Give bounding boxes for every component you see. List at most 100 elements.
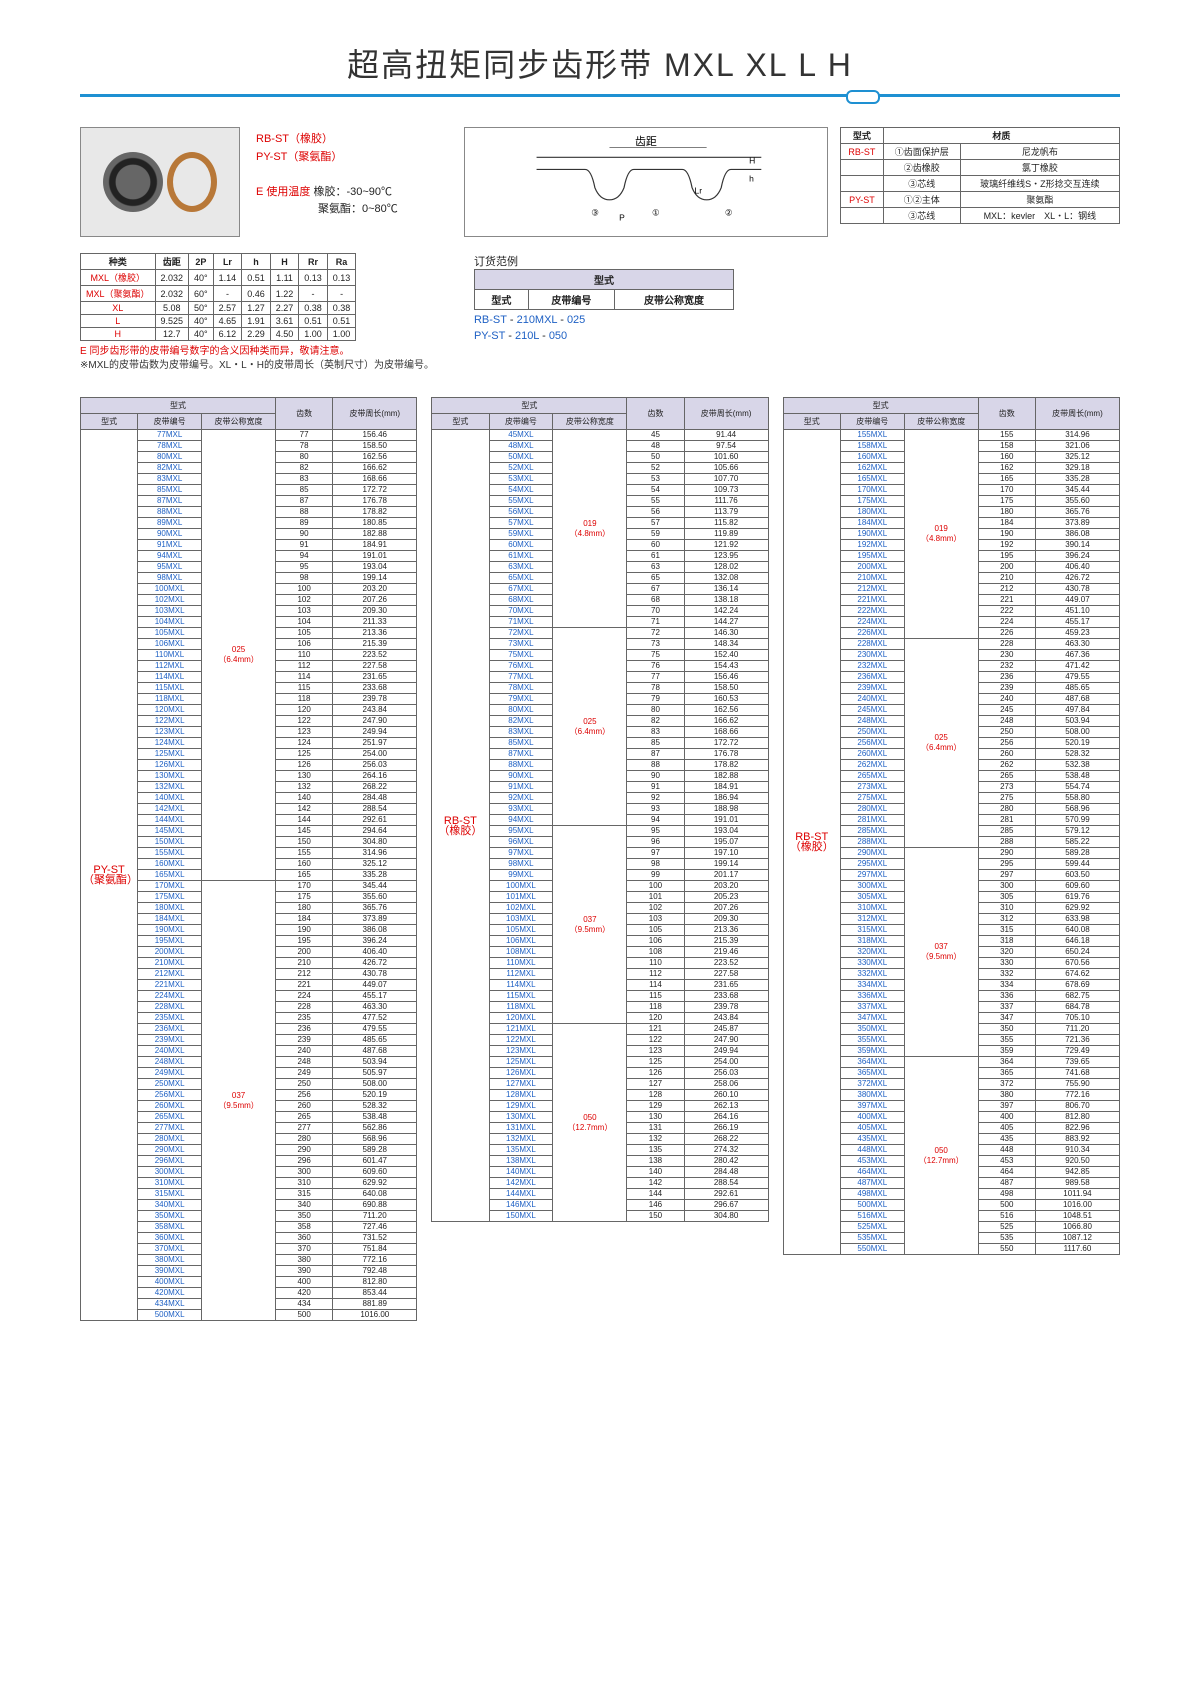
belt-code: 50MXL bbox=[489, 452, 553, 463]
belt-length: 822.96 bbox=[1035, 1123, 1119, 1134]
tooth-count: 85 bbox=[627, 738, 684, 749]
belt-length: 503.94 bbox=[333, 1057, 417, 1068]
tooth-count: 245 bbox=[978, 705, 1035, 716]
belt-length: 176.78 bbox=[333, 496, 417, 507]
belt-length: 182.88 bbox=[333, 529, 417, 540]
tooth-count: 54 bbox=[627, 485, 684, 496]
tooth-count: 212 bbox=[978, 584, 1035, 595]
belt-length: 670.56 bbox=[1035, 958, 1119, 969]
belt-code: 123MXL bbox=[138, 727, 202, 738]
tooth-count: 115 bbox=[627, 991, 684, 1002]
belt-code: 359MXL bbox=[840, 1046, 904, 1057]
tooth-count: 162 bbox=[978, 463, 1035, 474]
tooth-count: 250 bbox=[276, 1079, 333, 1090]
mid-row: 种类齿距2PLrhHRrRa MXL（橡胶）2.03240°1.140.511.… bbox=[80, 253, 1120, 373]
belt-length: 629.92 bbox=[333, 1178, 417, 1189]
tooth-count: 122 bbox=[276, 716, 333, 727]
tooth-count: 296 bbox=[276, 1156, 333, 1167]
belt-length: 640.08 bbox=[1035, 925, 1119, 936]
tooth-count: 95 bbox=[627, 826, 684, 837]
tooth-count: 144 bbox=[276, 815, 333, 826]
belt-code: 78MXL bbox=[138, 441, 202, 452]
belt-code: 297MXL bbox=[840, 870, 904, 881]
tooth-count: 101 bbox=[627, 892, 684, 903]
belt-length: 239.78 bbox=[684, 1002, 768, 1013]
order-h1: 型式 bbox=[474, 270, 733, 290]
tooth-count: 70 bbox=[627, 606, 684, 617]
tooth-count: 104 bbox=[276, 617, 333, 628]
tooth-count: 256 bbox=[978, 738, 1035, 749]
belt-code: 77MXL bbox=[489, 672, 553, 683]
tooth-count: 155 bbox=[978, 430, 1035, 441]
belt-code: 57MXL bbox=[489, 518, 553, 529]
belt-length: 585.22 bbox=[1035, 837, 1119, 848]
belt-length: 690.88 bbox=[333, 1200, 417, 1211]
tooth-count: 140 bbox=[627, 1167, 684, 1178]
belt-code: 150MXL bbox=[489, 1211, 553, 1222]
belt-code: 277MXL bbox=[138, 1123, 202, 1134]
belt-length: 233.68 bbox=[333, 683, 417, 694]
belt-length: 520.19 bbox=[333, 1090, 417, 1101]
belt-code: 55MXL bbox=[489, 496, 553, 507]
belt-length: 449.07 bbox=[1035, 595, 1119, 606]
tooth-count: 277 bbox=[276, 1123, 333, 1134]
belt-length: 812.80 bbox=[333, 1277, 417, 1288]
belt-length: 119.89 bbox=[684, 529, 768, 540]
belt-code: 76MXL bbox=[489, 661, 553, 672]
belt-length: 264.16 bbox=[333, 771, 417, 782]
belt-length: 528.32 bbox=[333, 1101, 417, 1112]
tooth-count: 310 bbox=[276, 1178, 333, 1189]
tooth-count: 380 bbox=[978, 1090, 1035, 1101]
order-table: 型式 型式 皮带编号 皮带公称宽度 bbox=[474, 269, 734, 310]
belt-code: 160MXL bbox=[840, 452, 904, 463]
belt-length: 589.28 bbox=[1035, 848, 1119, 859]
belt-length: 455.17 bbox=[333, 991, 417, 1002]
belt-code: 210MXL bbox=[138, 958, 202, 969]
belt-code: 118MXL bbox=[489, 1002, 553, 1013]
belt-length: 111.76 bbox=[684, 496, 768, 507]
belt-length: 152.40 bbox=[684, 650, 768, 661]
belt-code: 550MXL bbox=[840, 1244, 904, 1255]
tooth-count: 45 bbox=[627, 430, 684, 441]
belt-length: 772.16 bbox=[1035, 1090, 1119, 1101]
tooth-count: 67 bbox=[627, 584, 684, 595]
belt-length: 201.17 bbox=[684, 870, 768, 881]
note-2: ※MXL的皮带齿数为皮带编号。XL・L・H的皮带周长（英制尺寸）为皮带编号。 bbox=[80, 359, 434, 373]
tooth-count: 360 bbox=[276, 1233, 333, 1244]
belt-code: 192MXL bbox=[840, 540, 904, 551]
belt-length: 755.90 bbox=[1035, 1079, 1119, 1090]
tooth-count: 221 bbox=[978, 595, 1035, 606]
belt-code: 130MXL bbox=[138, 771, 202, 782]
tooth-count: 226 bbox=[978, 628, 1035, 639]
tooth-count: 102 bbox=[276, 595, 333, 606]
belt-code: 355MXL bbox=[840, 1035, 904, 1046]
belt-length: 97.54 bbox=[684, 441, 768, 452]
belt-length: 249.94 bbox=[684, 1046, 768, 1057]
belt-length: 426.72 bbox=[1035, 573, 1119, 584]
belt-code: 210MXL bbox=[840, 573, 904, 584]
order-th-0: 型式 bbox=[474, 290, 528, 310]
belt-length: 678.69 bbox=[1035, 980, 1119, 991]
tooth-count: 240 bbox=[978, 694, 1035, 705]
tooth-count: 110 bbox=[276, 650, 333, 661]
tooth-count: 87 bbox=[627, 749, 684, 760]
belt-code: 434MXL bbox=[138, 1299, 202, 1310]
belt-code: 127MXL bbox=[489, 1079, 553, 1090]
belt-length: 91.44 bbox=[684, 430, 768, 441]
belt-code: 95MXL bbox=[489, 826, 553, 837]
tooth-count: 358 bbox=[276, 1222, 333, 1233]
tooth-count: 83 bbox=[627, 727, 684, 738]
belt-length: 205.23 bbox=[684, 892, 768, 903]
belt-code: 464MXL bbox=[840, 1167, 904, 1178]
tooth-count: 105 bbox=[276, 628, 333, 639]
tooth-count: 140 bbox=[276, 793, 333, 804]
belt-code: 165MXL bbox=[138, 870, 202, 881]
belt-code: 112MXL bbox=[489, 969, 553, 980]
belt-code: 453MXL bbox=[840, 1156, 904, 1167]
belt-length: 463.30 bbox=[1035, 639, 1119, 650]
tooth-count: 52 bbox=[627, 463, 684, 474]
tooth-count: 130 bbox=[276, 771, 333, 782]
belt-length: 256.03 bbox=[684, 1068, 768, 1079]
tooth-count: 91 bbox=[627, 782, 684, 793]
belt-length: 485.65 bbox=[333, 1035, 417, 1046]
